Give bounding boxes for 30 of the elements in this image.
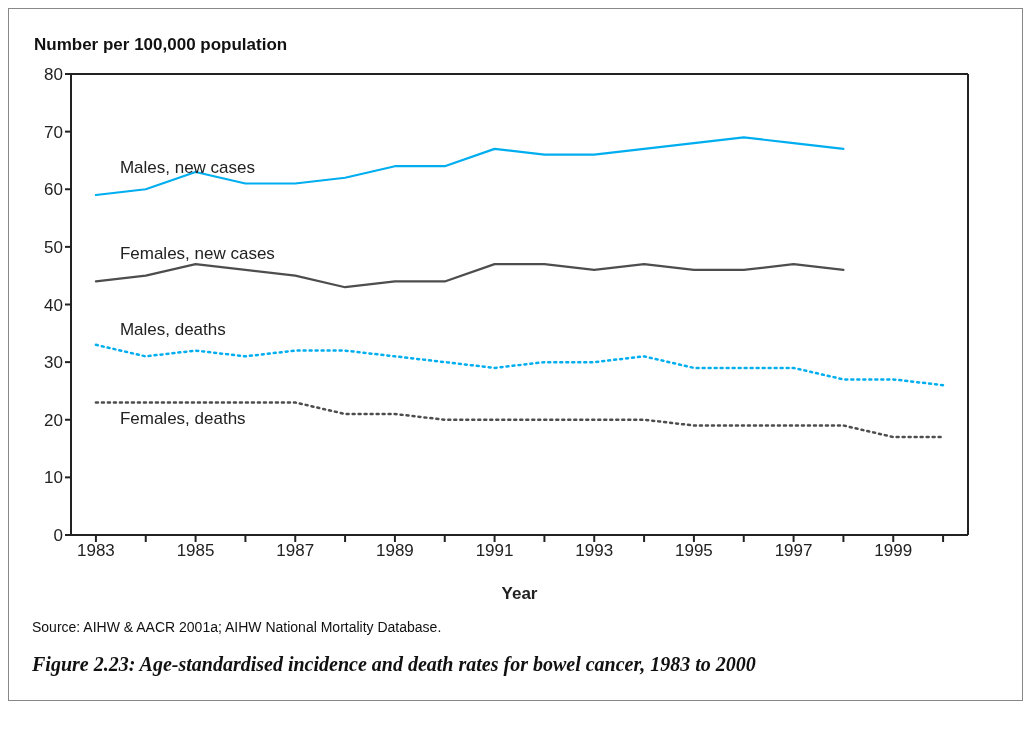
- line-series: [94, 263, 845, 289]
- x-tick-label: 1987: [276, 541, 315, 561]
- x-tick-label: 1997: [774, 541, 813, 561]
- series-label: Males, deaths: [119, 319, 226, 339]
- y-tick-label: 0: [53, 526, 63, 546]
- x-tick-label: 1985: [176, 541, 215, 561]
- y-tick-label: 70: [44, 122, 63, 142]
- x-axis-title: Year: [501, 584, 538, 603]
- source-note: Source: AIHW & AACR 2001a; AIHW National Mortality Database.: [31, 618, 443, 635]
- x-tick-label: 1999: [874, 541, 913, 561]
- y-tick-label: 20: [44, 410, 63, 430]
- y-tick-label: 60: [44, 180, 63, 200]
- line-series: [94, 343, 945, 387]
- y-tick-label: 50: [44, 237, 63, 257]
- line-series: [94, 401, 945, 439]
- series-label: Females, new cases: [119, 244, 275, 264]
- x-tick-label: 1995: [675, 541, 713, 561]
- y-tick-label: 40: [44, 295, 63, 315]
- x-tick-label: 1991: [475, 541, 514, 561]
- text: Figure 2.23: Age-standardised incidence and death rates for bowel cancer, 1983 to 2000: [31, 652, 757, 678]
- x-tick-label: 1993: [575, 541, 614, 561]
- y-tick-label: 30: [44, 353, 63, 373]
- y-tick-label: 10: [44, 468, 63, 488]
- x-tick-label: 1983: [77, 541, 115, 561]
- series-label: Males, new cases: [119, 158, 256, 178]
- y-axis-title: Number per 100,000 population: [33, 34, 289, 55]
- x-tick-label: 1989: [376, 541, 414, 561]
- line-series: [94, 136, 845, 197]
- y-tick-label: 80: [44, 65, 63, 85]
- series-label: Females, deaths: [119, 409, 246, 429]
